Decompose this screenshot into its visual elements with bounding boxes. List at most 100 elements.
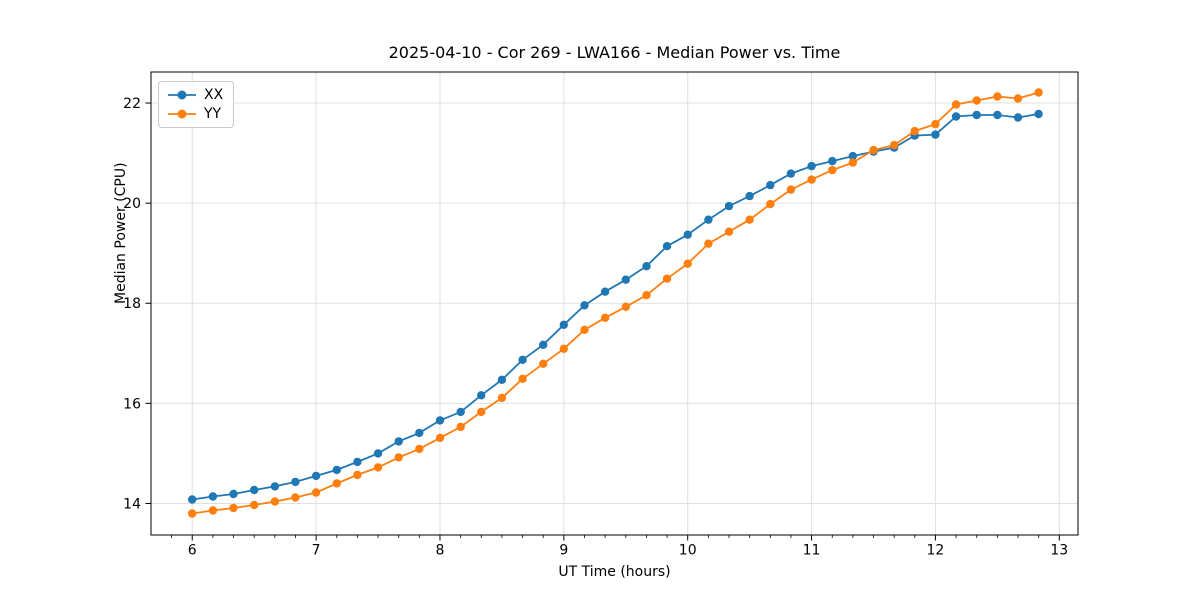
data-point-xx: [1034, 109, 1043, 119]
data-point-yy: [415, 444, 424, 454]
data-point-yy: [1013, 94, 1023, 103]
x-tick-label: 7: [312, 543, 321, 559]
y-tick-label: 18: [123, 296, 141, 312]
data-point-yy: [270, 497, 280, 506]
data-point-yy: [497, 393, 507, 403]
data-point-xx: [704, 215, 713, 224]
data-point-yy: [869, 145, 878, 155]
legend-item-yy: YY: [167, 106, 223, 122]
y-tick-label: 14: [123, 496, 141, 512]
data-point-yy: [518, 374, 527, 383]
data-point-yy: [539, 359, 548, 368]
data-point-xx: [600, 287, 610, 296]
data-point-xx: [477, 391, 486, 400]
data-point-xx: [766, 180, 775, 190]
data-point-xx: [311, 471, 321, 481]
data-point-xx: [745, 191, 754, 201]
data-point-yy: [724, 227, 734, 236]
data-point-xx: [951, 112, 961, 121]
data-point-yy: [188, 509, 197, 518]
data-point-yy: [1034, 88, 1043, 97]
data-point-xx: [993, 110, 1002, 120]
data-point-xx: [291, 477, 300, 487]
data-point-xx: [518, 355, 527, 364]
data-point-yy: [580, 325, 589, 334]
legend-marker-xx-icon: [168, 90, 196, 100]
x-tick-label: 10: [679, 543, 697, 559]
data-point-yy: [642, 291, 651, 300]
data-point-xx: [807, 161, 816, 171]
data-point-xx: [539, 340, 548, 349]
data-point-xx: [394, 437, 403, 446]
legend-item-xx: XX: [167, 87, 223, 103]
x-axis-label: UT Time (hours): [558, 564, 671, 580]
data-point-xx: [642, 262, 651, 271]
y-tick-label: 16: [123, 396, 141, 412]
data-point-xx: [828, 156, 837, 166]
x-tick-label: 13: [1050, 543, 1068, 559]
x-tick-label: 9: [559, 543, 568, 559]
data-point-yy: [373, 463, 383, 472]
data-point-yy: [291, 493, 300, 502]
data-point-xx: [1013, 113, 1023, 122]
x-tick-label: 6: [188, 543, 197, 559]
data-point-yy: [704, 239, 713, 248]
data-point-yy: [621, 302, 630, 311]
data-point-yy: [250, 500, 259, 510]
legend-label-yy: YY: [204, 106, 222, 122]
data-point-yy: [745, 215, 754, 224]
data-point-yy: [332, 479, 341, 488]
data-point-yy: [910, 126, 919, 136]
data-point-xx: [456, 407, 465, 417]
data-point-xx: [435, 416, 445, 425]
data-point-xx: [683, 230, 692, 239]
data-point-yy: [931, 119, 940, 129]
data-point-xx: [332, 465, 341, 475]
data-point-yy: [890, 140, 899, 150]
x-tick-label: 8: [436, 543, 445, 559]
x-tick-label: 12: [927, 543, 945, 559]
data-point-xx: [373, 449, 383, 458]
series-line-xx: [192, 113, 1039, 501]
data-point-yy: [683, 259, 692, 268]
data-point-yy: [477, 407, 486, 417]
data-point-yy: [311, 488, 321, 497]
data-point-yy: [559, 344, 568, 353]
data-point-yy: [229, 503, 238, 513]
data-point-xx: [270, 482, 280, 491]
data-point-yy: [972, 96, 981, 105]
data-point-yy: [951, 100, 961, 109]
data-point-yy: [993, 92, 1002, 101]
data-point-yy: [456, 422, 465, 432]
data-point-xx: [662, 242, 672, 251]
legend: XX YY: [158, 81, 235, 128]
data-point-yy: [786, 185, 796, 194]
y-tick-label: 22: [123, 96, 141, 112]
data-point-xx: [931, 130, 940, 139]
data-point-xx: [229, 489, 238, 499]
data-point-yy: [662, 274, 672, 283]
axes-frame: [150, 71, 1079, 536]
data-point-xx: [415, 428, 424, 438]
data-point-xx: [188, 495, 197, 504]
data-point-xx: [559, 320, 568, 329]
chart-title: 2025-04-10 - Cor 269 - LWA166 - Median P…: [388, 43, 841, 62]
data-point-xx: [497, 375, 507, 384]
data-point-xx: [786, 169, 796, 178]
data-point-xx: [250, 485, 259, 495]
data-point-yy: [435, 433, 445, 443]
data-point-xx: [208, 492, 218, 501]
data-point-xx: [724, 201, 734, 211]
data-point-yy: [807, 175, 816, 184]
data-point-yy: [828, 165, 837, 175]
data-point-yy: [394, 453, 403, 462]
data-point-yy: [848, 158, 857, 167]
x-tick-label: 11: [803, 543, 821, 559]
data-point-yy: [600, 313, 610, 322]
data-point-xx: [848, 151, 857, 161]
data-point-xx: [621, 275, 630, 284]
y-tick-label: 20: [123, 196, 141, 212]
data-point-yy: [208, 506, 218, 515]
